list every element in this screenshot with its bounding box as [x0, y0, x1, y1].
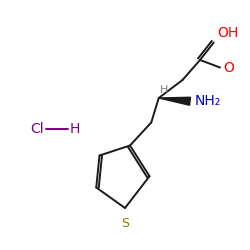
Text: Cl: Cl	[30, 122, 44, 136]
Text: S: S	[121, 217, 129, 230]
Polygon shape	[159, 97, 190, 105]
Text: H: H	[70, 122, 80, 136]
Text: OH: OH	[218, 26, 239, 40]
Text: H: H	[160, 85, 168, 95]
Text: NH₂: NH₂	[194, 94, 221, 108]
Text: O: O	[224, 60, 234, 74]
